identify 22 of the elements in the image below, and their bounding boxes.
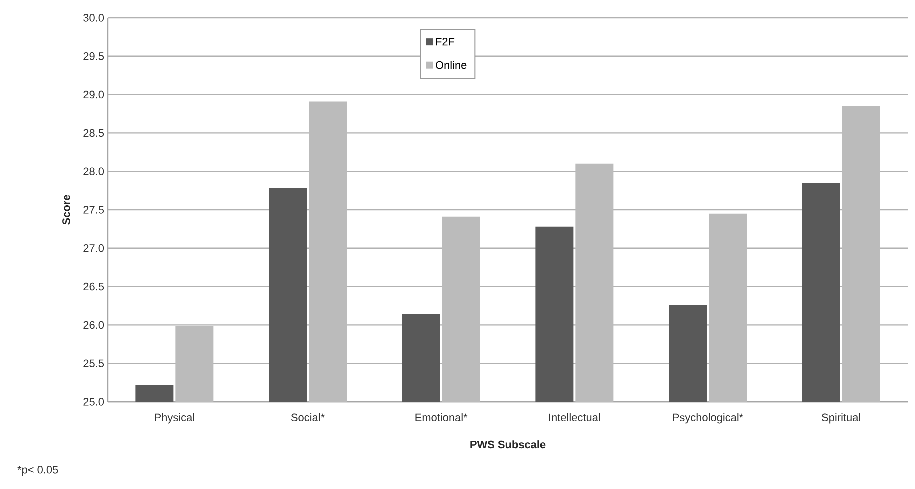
text: *p< 0.05	[18, 466, 58, 476]
x-tick-label: Spiritual	[822, 414, 860, 424]
x-axis-title: PWS Subscale	[470, 440, 546, 449]
x-tick-label: Social*	[291, 414, 325, 422]
x-tick-label: Intellectual	[549, 414, 600, 422]
y-tick-label: 25.5	[84, 360, 104, 368]
x-tick-label: Psychological*	[673, 414, 744, 424]
y-tick-label: 29.0	[84, 90, 104, 99]
y-axis-title: Score	[62, 195, 70, 225]
y-tick-label: 26.5	[84, 282, 104, 291]
legend-label: Online	[436, 61, 467, 70]
y-tick-label: 28.0	[84, 168, 104, 176]
y-tick-label: 27.0	[84, 244, 104, 252]
y-tick-label: 26.0	[84, 321, 104, 330]
y-tick-label: 28.5	[84, 129, 104, 138]
y-tick-label: 30.0	[84, 14, 104, 22]
legend-label: F2F	[436, 38, 455, 46]
x-tick-label: Physical	[155, 414, 194, 424]
y-tick-label: 29.5	[84, 52, 104, 60]
y-tick-label: 27.5	[84, 206, 104, 214]
x-tick-label: Emotional*	[416, 414, 468, 422]
y-tick-label: 25.0	[84, 398, 104, 406]
